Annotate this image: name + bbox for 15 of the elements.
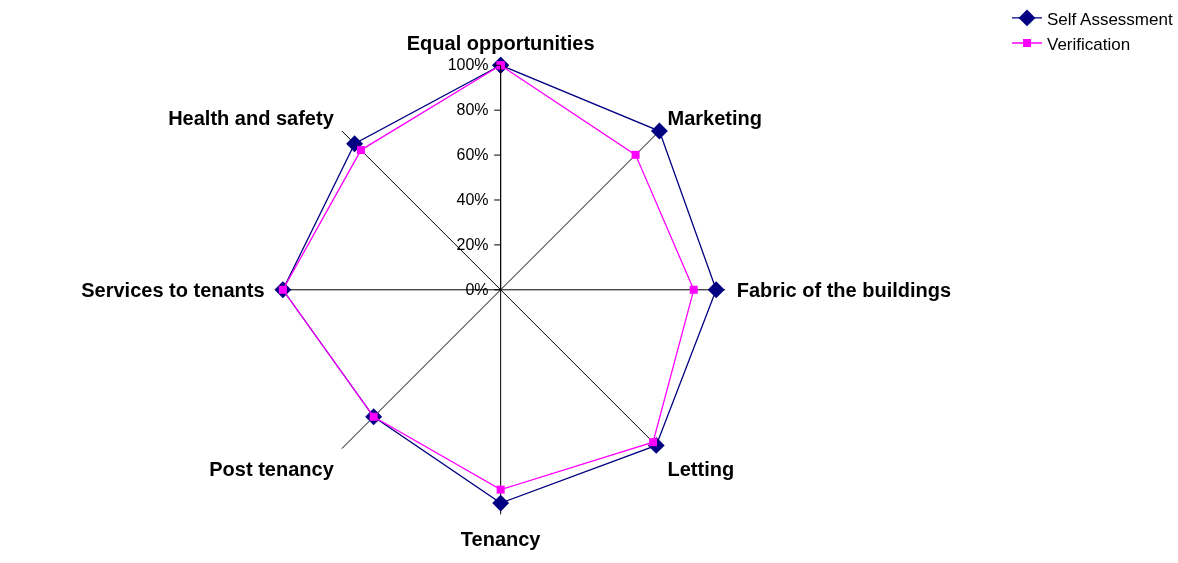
legend-label: Verification [1047,34,1131,54]
legend-label: Self Assessment [1047,9,1173,29]
y-tick-label: 20% [456,236,489,254]
spoke-label: Health and safety [168,107,335,130]
spoke-label: Fabric of the buildings [736,278,952,301]
y-tick-label: 40% [456,191,489,209]
spoke-label: Services to tenants [81,278,265,301]
spoke-label: Tenancy [460,527,542,550]
spoke-label: Letting [667,457,735,480]
spoke-label: Equal opportunities [406,31,595,54]
y-tick-label: 60% [456,146,489,164]
y-tick-label: 80% [456,101,489,119]
spoke-label: Post tenancy [209,457,335,480]
spoke-label: Marketing [667,107,763,130]
y-tick-label: 100% [447,56,489,74]
